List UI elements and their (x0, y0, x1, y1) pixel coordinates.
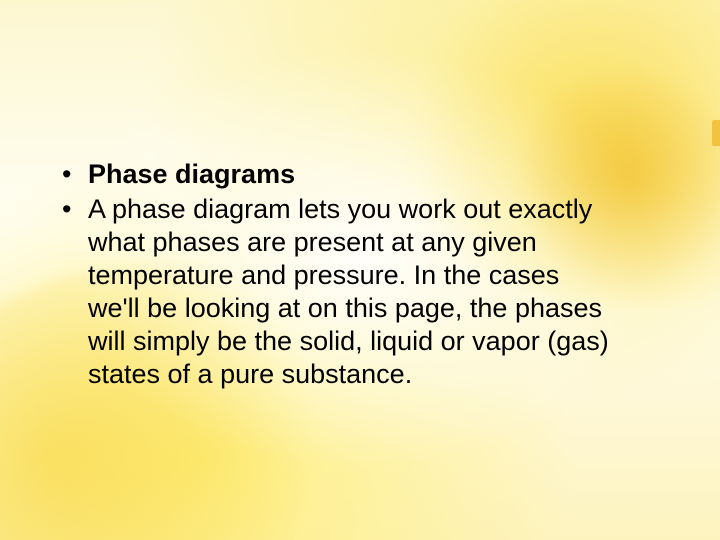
bullet-list: Phase diagrams A phase diagram lets you … (58, 158, 618, 391)
slide: Phase diagrams A phase diagram lets you … (0, 0, 720, 540)
bullet-text: A phase diagram lets you work out exactl… (88, 194, 609, 389)
slide-body: Phase diagrams A phase diagram lets you … (58, 158, 618, 393)
bullet-item: Phase diagrams (58, 158, 618, 191)
accent-bar (712, 120, 720, 146)
bullet-text: Phase diagrams (88, 159, 295, 189)
bullet-item: A phase diagram lets you work out exactl… (58, 193, 618, 391)
